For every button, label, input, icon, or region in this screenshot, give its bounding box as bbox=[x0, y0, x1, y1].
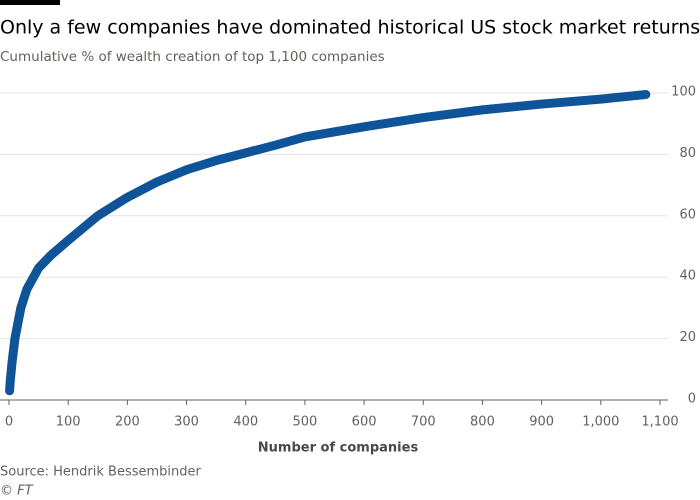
x-tick-label: 200 bbox=[115, 415, 140, 430]
source: Source: Hendrik Bessembinder bbox=[0, 465, 202, 480]
x-tick-label: 100 bbox=[56, 415, 81, 430]
x-tick-label: 600 bbox=[352, 415, 377, 430]
chart-title: Only a few companies have dominated hist… bbox=[0, 17, 700, 39]
chart-subtitle: Cumulative % of wealth creation of top 1… bbox=[0, 49, 385, 65]
x-tick-label: 700 bbox=[411, 415, 436, 430]
y-tick-label: 100 bbox=[671, 85, 696, 100]
y-tick-label: 80 bbox=[679, 146, 696, 161]
data-line bbox=[5, 90, 651, 396]
y-tick-label: 0 bbox=[688, 392, 696, 407]
brand-bar bbox=[0, 0, 60, 5]
x-tick-label: 1,000 bbox=[582, 415, 619, 430]
x-tick-label: 800 bbox=[470, 415, 495, 430]
credit: © FT bbox=[0, 484, 34, 499]
x-tick-label: 900 bbox=[529, 415, 554, 430]
x-tick-label: 400 bbox=[233, 415, 258, 430]
x-tick-label: 300 bbox=[174, 415, 199, 430]
y-tick-label: 20 bbox=[679, 330, 696, 345]
y-tick-label: 60 bbox=[679, 207, 696, 222]
x-axis-label: Number of companies bbox=[258, 441, 419, 456]
x-tick-label: 1,100 bbox=[641, 415, 678, 430]
x-tick-label: 500 bbox=[292, 415, 317, 430]
y-tick-label: 40 bbox=[679, 269, 696, 284]
plot-area: 0 20 40 60 80 100 0 100 200 300 400 500 600 700 800 900… bbox=[0, 85, 696, 430]
x-tick-label: 0 bbox=[5, 415, 13, 430]
